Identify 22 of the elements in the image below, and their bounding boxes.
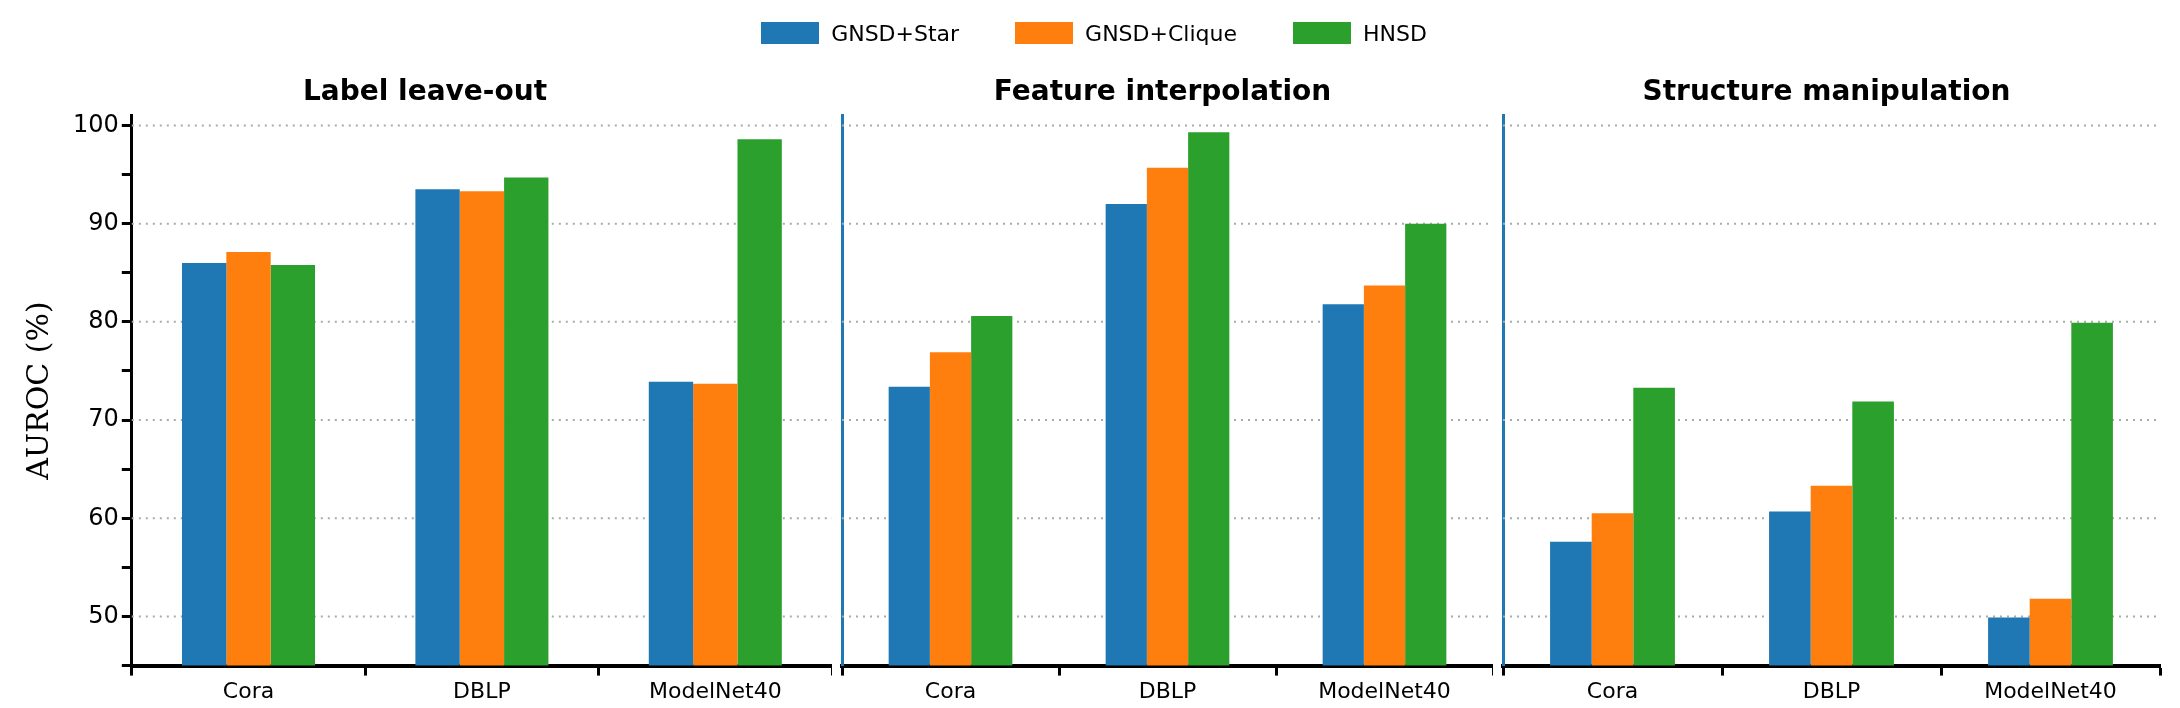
x-tick-label: Cora [1586, 677, 1639, 703]
y-tick-label: 90 [88, 207, 119, 236]
legend-label: HNSD [1362, 20, 1427, 46]
y-tick-label: 60 [88, 502, 119, 531]
x-tick-label: ModelNet40 [648, 677, 782, 703]
chart-title: Structure manipulation [1642, 74, 2011, 108]
legend-label: GNSD+Clique [1085, 20, 1237, 46]
chart-title: Label leave-out [302, 74, 548, 108]
x-tick-label: Cora [222, 677, 275, 703]
legend-label: GNSD+Star [831, 20, 960, 46]
x-tick-label: ModelNet40 [1318, 677, 1451, 703]
chart-title: Feature interpolation [993, 74, 1332, 108]
y-axis-title: AUROC (%) [19, 301, 55, 481]
y-tick-label: 70 [88, 404, 119, 433]
x-tick-label: DBLP [453, 677, 511, 703]
y-tick-label: 80 [88, 306, 119, 335]
x-tick-label: DBLP [1802, 677, 1861, 703]
x-tick-label: DBLP [1138, 677, 1197, 703]
y-tick-label: 100 [73, 109, 119, 138]
x-tick-label: ModelNet40 [1984, 677, 2117, 703]
x-tick-label: Cora [924, 677, 977, 703]
y-tick-label: 50 [88, 600, 119, 629]
